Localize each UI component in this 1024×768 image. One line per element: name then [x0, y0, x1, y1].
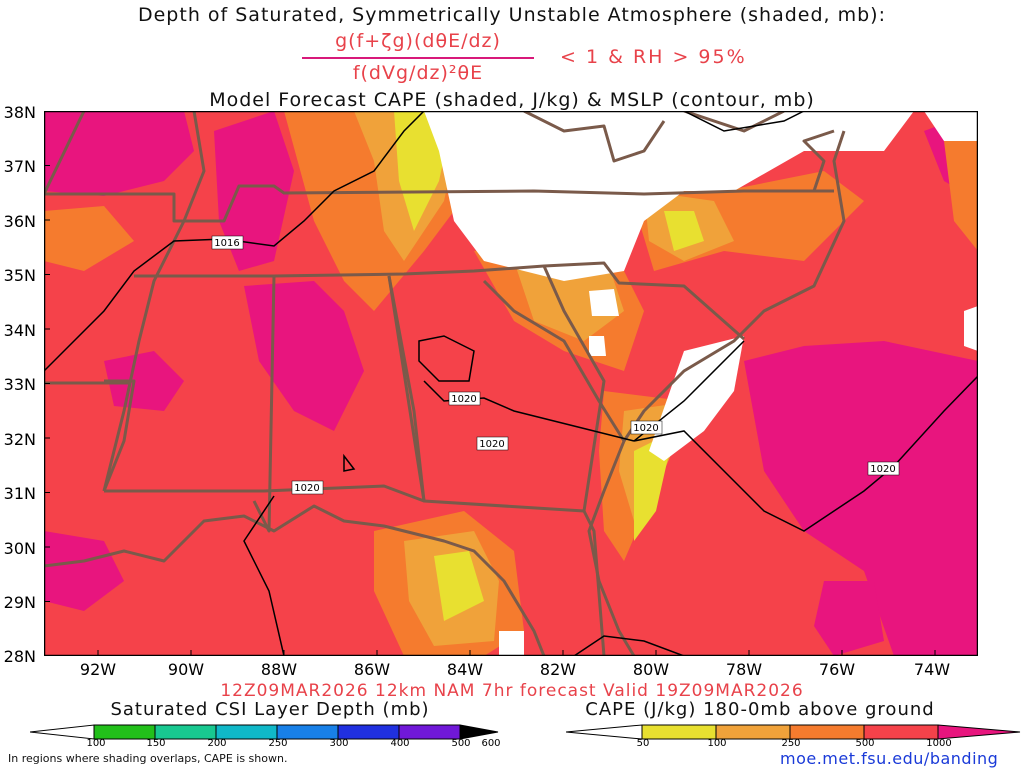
lat-label: 32N	[3, 430, 36, 449]
cape-colorbar	[566, 724, 1021, 740]
csi-tick-label: 150	[146, 738, 166, 749]
isobar-labels: 1016 1020 1020 1020 1020 1020	[211, 235, 900, 495]
colorbar-segment	[276, 724, 339, 740]
formula-condition: < 1 & RH > 95%	[560, 46, 747, 68]
colorbar-segment	[863, 724, 939, 740]
cape-tick-label: 500	[855, 738, 875, 749]
csi-tick-label: 100	[86, 738, 106, 749]
lon-label: 76W	[818, 660, 856, 679]
cape-colorbar-title: CAPE (J/kg) 180-0mb above ground	[585, 699, 935, 720]
overlap-note: In regions where shading overlaps, CAPE …	[8, 752, 288, 765]
csi-tick-label: 400	[390, 738, 410, 749]
lon-label: 78W	[725, 660, 763, 679]
csi-tick-label: 600	[481, 738, 501, 749]
forecast-map: 1016 1020 1020 1020 1020 1020	[44, 111, 978, 656]
map-title: Depth of Saturated, Symmetrically Unstab…	[137, 4, 886, 26]
csi-tick-label: 250	[268, 738, 288, 749]
svg-text:1016: 1016	[214, 238, 239, 249]
formula-denominator: f(dVg/dz)²θE	[352, 62, 484, 84]
lon-label: 82W	[539, 660, 577, 679]
cape-tick-label: 1000	[926, 738, 952, 749]
colorbar-segment	[215, 724, 278, 740]
colorbar-segment	[30, 724, 95, 740]
lon-label: 80W	[632, 660, 670, 679]
isobar-label-1020: 1020	[630, 420, 663, 435]
isobar-label-1020: 1020	[867, 461, 900, 476]
lat-label: 31N	[3, 484, 36, 503]
formula-fraction-bar	[302, 57, 534, 59]
lat-label: 30N	[3, 539, 36, 558]
isobar-label-1020: 1020	[476, 436, 509, 451]
map-subtitle: Model Forecast CAPE (shaded, J/kg) & MSL…	[209, 89, 815, 111]
cape-below-50-areas	[424, 111, 978, 656]
lat-label: 36N	[3, 212, 36, 231]
cape-1000-plus-areas	[44, 111, 978, 656]
svg-text:1020: 1020	[451, 394, 476, 405]
lon-label: 90W	[167, 660, 205, 679]
lon-label: 84W	[446, 660, 484, 679]
cape-tick-label: 250	[781, 738, 801, 749]
csi-tick-label: 200	[207, 738, 227, 749]
formula-numerator: g(f+ζg)(dθE/dz)	[335, 30, 501, 52]
csi-colorbar	[30, 724, 499, 740]
csi-tick-label: 300	[329, 738, 349, 749]
csi-colorbar-title: Saturated CSI Layer Depth (mb)	[110, 699, 430, 720]
csi-tick-label: 500	[451, 738, 471, 749]
lon-label: 92W	[79, 660, 117, 679]
isobar-label-1020: 1020	[448, 391, 481, 406]
colorbar-segment	[641, 724, 717, 740]
colorbar-segment	[398, 724, 461, 740]
colorbar-segment	[154, 724, 217, 740]
lat-label: 34N	[3, 321, 36, 340]
lat-label: 28N	[3, 647, 36, 666]
lat-label: 37N	[3, 157, 36, 176]
cape-tick-label: 100	[707, 738, 727, 749]
colorbar-segment	[337, 724, 400, 740]
svg-text:1020: 1020	[294, 483, 319, 494]
lat-label: 38N	[3, 103, 36, 122]
svg-text:1020: 1020	[633, 423, 658, 434]
source-url-link[interactable]: moe.met.fsu.edu/banding	[780, 749, 999, 768]
lat-label: 35N	[3, 266, 36, 285]
colorbar-segment	[566, 724, 643, 740]
lon-label: 86W	[353, 660, 391, 679]
cape-tick-label: 50	[636, 738, 650, 749]
svg-text:1020: 1020	[479, 439, 504, 450]
svg-text:1020: 1020	[870, 464, 895, 475]
valid-time-line: 12Z09MAR2026 12km NAM 7hr forecast Valid…	[220, 681, 804, 701]
lat-label: 29N	[3, 593, 36, 612]
isobar-label-1020: 1020	[291, 480, 324, 495]
colorbar-segment	[789, 724, 865, 740]
colorbar-segment	[937, 724, 1021, 740]
colorbar-segment	[715, 724, 791, 740]
lat-label: 33N	[3, 375, 36, 394]
lon-label: 74W	[913, 660, 951, 679]
lon-label: 88W	[260, 660, 298, 679]
colorbar-segment	[93, 724, 156, 740]
isobar-label-1016: 1016	[211, 235, 244, 250]
state-borders	[44, 111, 846, 656]
colorbar-segment	[459, 724, 499, 740]
map-frame	[44, 111, 978, 656]
